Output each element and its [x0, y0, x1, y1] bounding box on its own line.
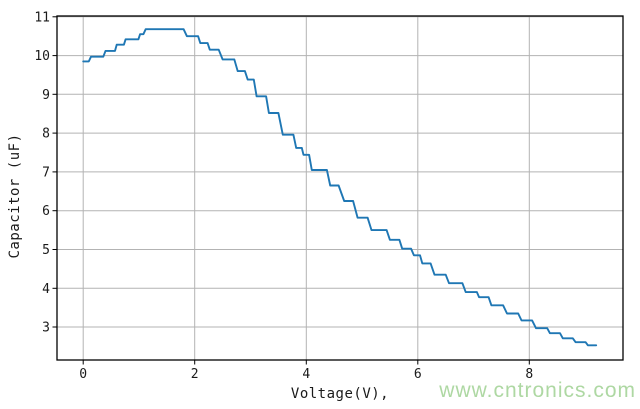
- y-tick-label: 3: [42, 321, 50, 336]
- y-tick-label: 9: [42, 88, 50, 103]
- x-tick-label: 0: [79, 367, 87, 382]
- watermark: www.cntronics.com: [439, 379, 636, 402]
- y-axis-label: Capacitor (uF): [7, 133, 23, 259]
- y-tick-label: 4: [42, 282, 50, 297]
- x-axis-label: Voltage(V),: [290, 386, 390, 402]
- x-tick-label: 6: [414, 367, 422, 382]
- y-tick-label: 6: [42, 204, 50, 219]
- y-tick-label: 7: [42, 165, 50, 180]
- x-tick-label: 8: [525, 367, 533, 382]
- y-tick-label: 8: [42, 127, 50, 142]
- data-line: [82, 28, 598, 347]
- y-tick-label: 11: [34, 10, 50, 25]
- y-tick-label: 10: [34, 49, 50, 64]
- x-tick-label: 4: [302, 367, 310, 382]
- y-tick-label: 5: [42, 243, 50, 258]
- x-tick-label: 2: [191, 367, 199, 382]
- plot-border: [56, 15, 624, 361]
